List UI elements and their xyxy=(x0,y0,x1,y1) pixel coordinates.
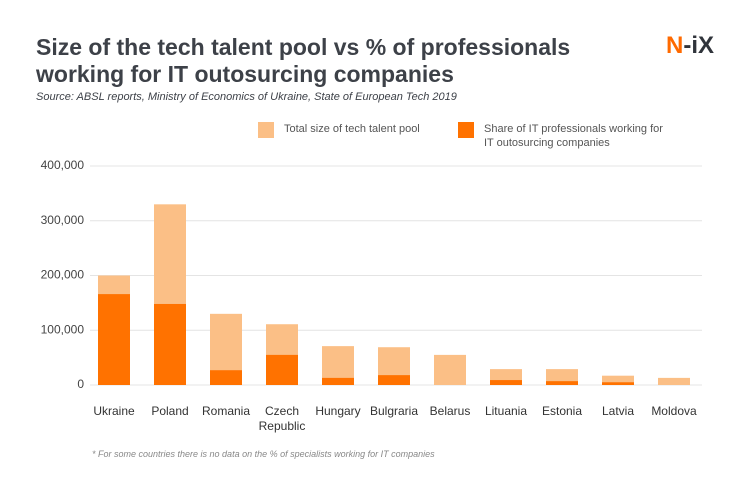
x-tick-label: Poland xyxy=(151,404,188,418)
x-tick-label: Lituania xyxy=(485,404,527,418)
legend-swatch xyxy=(258,122,274,138)
y-tick-label: 300,000 xyxy=(41,213,85,227)
bar xyxy=(602,375,634,385)
y-tick-label: 0 xyxy=(77,377,84,391)
bar xyxy=(210,370,242,385)
legend-label: Total size of tech talent pool xyxy=(284,123,420,135)
logo: N-iX xyxy=(665,32,714,59)
bar xyxy=(98,294,130,385)
footnote: * For some countries there is no data on… xyxy=(92,449,435,459)
x-tick-label: Bulgraria xyxy=(370,404,418,418)
x-tick-label: Hungary xyxy=(315,404,360,418)
y-tick-label: 400,000 xyxy=(41,158,85,172)
y-tick-label: 200,000 xyxy=(41,268,85,282)
bar xyxy=(434,354,466,385)
chart-title: Size of the tech talent pool vs % of pro… xyxy=(36,34,571,87)
x-tick-label: Moldova xyxy=(651,404,697,418)
bar xyxy=(490,380,522,385)
bar xyxy=(546,381,578,385)
legend-item: Share of IT professionals working for IT… xyxy=(458,122,674,150)
x-tick-label-line: Czech xyxy=(265,404,299,418)
bar xyxy=(322,377,354,385)
bar xyxy=(602,382,634,385)
x-tick-label: Estonia xyxy=(542,404,582,418)
x-tick-label-line: Republic xyxy=(259,419,306,433)
x-tick-label: Romania xyxy=(202,404,250,418)
bar xyxy=(658,377,690,385)
subtitle: Source: ABSL reports, Ministry of Econom… xyxy=(36,91,457,103)
x-tick-label: Belarus xyxy=(430,404,471,418)
bar xyxy=(154,303,186,385)
bar xyxy=(266,354,298,385)
legend-item: Total size of tech talent pool xyxy=(258,122,474,138)
legend-swatch xyxy=(458,122,474,138)
legend-label: Share of IT professionals working for IT… xyxy=(484,123,663,149)
bar xyxy=(378,375,410,385)
bar xyxy=(546,369,578,385)
x-tick-label: Ukraine xyxy=(93,404,135,418)
x-tick-label: Czech Republic xyxy=(259,404,306,433)
x-tick-label: Latvia xyxy=(602,404,634,418)
y-tick-label: 100,000 xyxy=(41,322,85,336)
